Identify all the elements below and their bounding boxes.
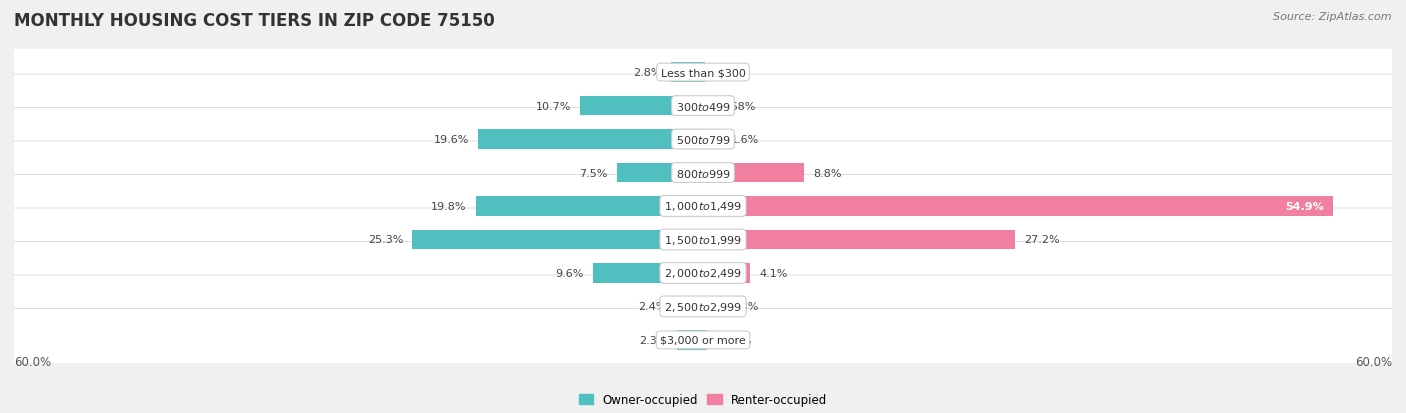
FancyBboxPatch shape bbox=[8, 309, 1398, 371]
FancyBboxPatch shape bbox=[8, 209, 1398, 271]
Text: 1.6%: 1.6% bbox=[731, 135, 759, 145]
Text: 4.1%: 4.1% bbox=[759, 268, 787, 278]
Bar bbox=[475, 197, 703, 216]
Text: 0.93%: 0.93% bbox=[723, 301, 758, 312]
Bar bbox=[703, 330, 707, 350]
Text: 0.68%: 0.68% bbox=[720, 101, 755, 112]
FancyBboxPatch shape bbox=[8, 108, 1398, 171]
Text: $500 to $799: $500 to $799 bbox=[675, 134, 731, 146]
FancyBboxPatch shape bbox=[8, 175, 1398, 238]
Legend: Owner-occupied, Renter-occupied: Owner-occupied, Renter-occupied bbox=[574, 389, 832, 411]
Text: 60.0%: 60.0% bbox=[1355, 355, 1392, 368]
Text: 7.5%: 7.5% bbox=[579, 168, 607, 178]
Bar bbox=[703, 97, 711, 116]
Text: $2,000 to $2,499: $2,000 to $2,499 bbox=[664, 267, 742, 280]
FancyBboxPatch shape bbox=[8, 42, 1398, 104]
Bar bbox=[478, 130, 703, 150]
Text: $2,500 to $2,999: $2,500 to $2,999 bbox=[664, 300, 742, 313]
Text: 8.8%: 8.8% bbox=[813, 168, 842, 178]
Bar bbox=[581, 97, 703, 116]
Text: $300 to $499: $300 to $499 bbox=[675, 100, 731, 112]
Text: 0.14%: 0.14% bbox=[714, 68, 749, 78]
FancyBboxPatch shape bbox=[8, 242, 1398, 305]
Text: 25.3%: 25.3% bbox=[368, 235, 404, 245]
Bar bbox=[703, 164, 804, 183]
Text: Less than $300: Less than $300 bbox=[661, 68, 745, 78]
Text: 19.8%: 19.8% bbox=[432, 202, 467, 211]
FancyBboxPatch shape bbox=[8, 75, 1398, 138]
Text: $800 to $999: $800 to $999 bbox=[675, 167, 731, 179]
Bar bbox=[703, 63, 704, 83]
Text: $1,500 to $1,999: $1,500 to $1,999 bbox=[664, 233, 742, 247]
Text: 2.4%: 2.4% bbox=[638, 301, 666, 312]
Bar bbox=[703, 130, 721, 150]
Text: $3,000 or more: $3,000 or more bbox=[661, 335, 745, 345]
Bar bbox=[703, 263, 749, 283]
Text: 19.6%: 19.6% bbox=[433, 135, 468, 145]
Bar bbox=[617, 164, 703, 183]
Text: 60.0%: 60.0% bbox=[14, 355, 51, 368]
Text: 2.8%: 2.8% bbox=[633, 68, 662, 78]
Bar bbox=[593, 263, 703, 283]
Bar bbox=[675, 297, 703, 316]
Text: $1,000 to $1,499: $1,000 to $1,499 bbox=[664, 200, 742, 213]
Text: 54.9%: 54.9% bbox=[1285, 202, 1324, 211]
FancyBboxPatch shape bbox=[8, 142, 1398, 204]
Bar bbox=[703, 197, 1333, 216]
Bar bbox=[703, 230, 1015, 249]
Bar bbox=[412, 230, 703, 249]
Text: MONTHLY HOUSING COST TIERS IN ZIP CODE 75150: MONTHLY HOUSING COST TIERS IN ZIP CODE 7… bbox=[14, 12, 495, 30]
Text: 0.37%: 0.37% bbox=[717, 335, 752, 345]
Text: Source: ZipAtlas.com: Source: ZipAtlas.com bbox=[1274, 12, 1392, 22]
Bar bbox=[671, 63, 703, 83]
Text: 10.7%: 10.7% bbox=[536, 101, 571, 112]
Bar bbox=[676, 330, 703, 350]
FancyBboxPatch shape bbox=[8, 275, 1398, 338]
Bar bbox=[703, 297, 714, 316]
Text: 2.3%: 2.3% bbox=[640, 335, 668, 345]
Text: 9.6%: 9.6% bbox=[555, 268, 583, 278]
Text: 27.2%: 27.2% bbox=[1025, 235, 1060, 245]
